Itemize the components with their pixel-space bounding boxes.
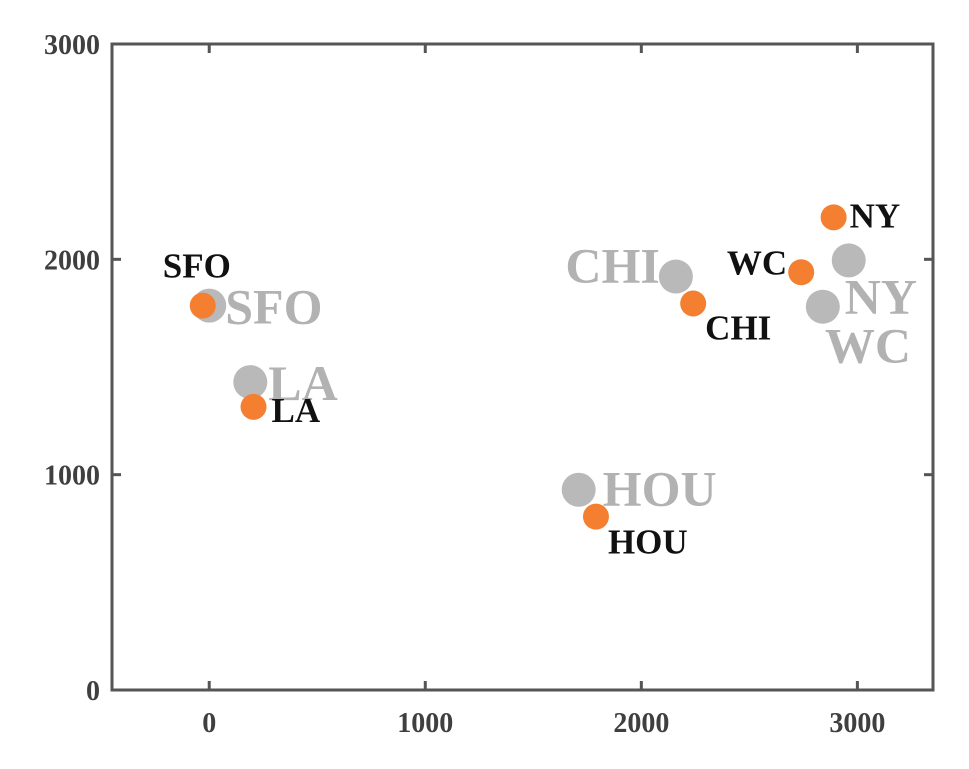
- x-tick-label: 0: [202, 708, 216, 739]
- label-hou-gray: HOU: [603, 461, 717, 517]
- point-la-orange: [240, 393, 267, 420]
- x-tick-label: 3000: [829, 708, 885, 739]
- data-points: [189, 204, 866, 530]
- label-la-orange: LA: [272, 391, 321, 430]
- y-tick-label: 2000: [44, 245, 100, 276]
- label-ny-gray: NY: [845, 268, 917, 324]
- x-tick-label: 2000: [613, 708, 669, 739]
- label-wc-gray: WC: [825, 318, 911, 374]
- point-chi-orange: [680, 290, 707, 317]
- label-chi-gray: CHI: [565, 238, 659, 294]
- y-tick-label: 1000: [44, 461, 100, 492]
- y-tick-label: 3000: [44, 30, 100, 61]
- y-tick-label: 0: [86, 676, 100, 707]
- point-chi-gray: [658, 259, 693, 294]
- point-hou-orange: [582, 503, 609, 530]
- x-tick-label: 1000: [397, 708, 453, 739]
- point-wc-gray: [805, 289, 840, 324]
- point-hou-gray: [561, 472, 596, 507]
- point-sfo-orange: [189, 292, 216, 319]
- point-ny-orange: [820, 204, 847, 231]
- label-sfo-gray: SFO: [225, 279, 322, 335]
- label-sfo-orange: SFO: [163, 247, 231, 286]
- label-chi-orange: CHI: [705, 308, 771, 347]
- point-ny-gray: [831, 243, 866, 278]
- label-hou-orange: HOU: [608, 523, 688, 562]
- label-wc-orange: WC: [727, 243, 787, 282]
- point-wc-orange: [788, 259, 815, 286]
- label-ny-orange: NY: [850, 196, 901, 235]
- point-la-gray: [233, 365, 268, 400]
- axes: 0 1000 2000 3000 0 1000 2000 3000: [44, 30, 935, 739]
- label-la-gray: LA: [268, 355, 337, 411]
- plot-frame: [110, 42, 935, 692]
